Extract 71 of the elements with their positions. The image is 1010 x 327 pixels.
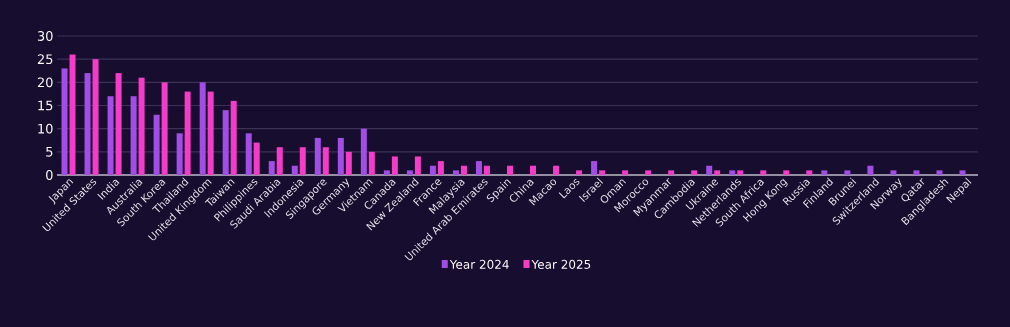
bar bbox=[622, 170, 629, 175]
y-tick-label: 15 bbox=[38, 100, 53, 111]
bar bbox=[360, 128, 367, 175]
bar bbox=[245, 133, 252, 175]
bar bbox=[936, 170, 943, 175]
bar bbox=[867, 165, 874, 175]
bar bbox=[138, 77, 145, 175]
bar bbox=[268, 161, 275, 175]
bar bbox=[844, 170, 851, 175]
bar bbox=[506, 165, 513, 175]
bar bbox=[645, 170, 652, 175]
bar bbox=[337, 137, 344, 175]
bar bbox=[437, 161, 444, 175]
bar bbox=[291, 165, 298, 175]
bar bbox=[368, 151, 375, 175]
bar bbox=[69, 54, 76, 175]
bar bbox=[460, 165, 467, 175]
bar bbox=[668, 170, 675, 175]
legend-label: Year 2024 bbox=[449, 259, 509, 269]
bar bbox=[959, 170, 966, 175]
bar bbox=[530, 165, 537, 175]
bar bbox=[483, 165, 490, 175]
bar bbox=[591, 161, 598, 175]
bar bbox=[913, 170, 920, 175]
bar bbox=[452, 170, 459, 175]
bar bbox=[429, 165, 436, 175]
y-tick-label: 20 bbox=[37, 77, 53, 88]
y-tick-label: 5 bbox=[46, 147, 53, 157]
bar bbox=[729, 170, 736, 175]
bar bbox=[576, 170, 583, 175]
bar bbox=[184, 91, 191, 175]
y-tick-label: 10 bbox=[38, 123, 53, 134]
bar bbox=[599, 170, 606, 175]
bar bbox=[714, 170, 721, 175]
y-tick-label: 25 bbox=[37, 54, 53, 65]
bar bbox=[299, 147, 306, 175]
bar bbox=[322, 147, 329, 175]
bar bbox=[553, 165, 560, 175]
bar bbox=[115, 73, 122, 175]
bar bbox=[783, 170, 790, 175]
bar bbox=[253, 142, 260, 175]
bar bbox=[706, 165, 713, 175]
bar bbox=[61, 68, 68, 175]
y-tick-label: 0 bbox=[46, 170, 53, 180]
bar bbox=[207, 91, 214, 175]
bar bbox=[383, 170, 390, 175]
bar bbox=[130, 96, 137, 175]
bar bbox=[691, 170, 698, 175]
bar bbox=[760, 170, 767, 175]
bar bbox=[406, 170, 413, 175]
bar bbox=[92, 59, 99, 175]
bar bbox=[806, 170, 813, 175]
bar bbox=[161, 82, 168, 175]
bar bbox=[230, 100, 237, 175]
bar bbox=[391, 156, 398, 175]
bar bbox=[199, 82, 206, 175]
bar bbox=[475, 161, 482, 175]
legend-label: Year 2025 bbox=[531, 259, 591, 269]
bar bbox=[821, 170, 828, 175]
bar bbox=[737, 170, 744, 175]
bar bbox=[414, 156, 421, 175]
bar bbox=[345, 151, 352, 175]
bar bbox=[222, 110, 229, 175]
bar bbox=[176, 133, 183, 175]
bar bbox=[84, 73, 91, 175]
bar bbox=[153, 114, 160, 175]
bar bbox=[314, 137, 321, 175]
bar bbox=[107, 96, 114, 175]
y-tick-label: 30 bbox=[37, 31, 53, 41]
bar bbox=[890, 170, 897, 175]
bar bbox=[276, 147, 283, 175]
